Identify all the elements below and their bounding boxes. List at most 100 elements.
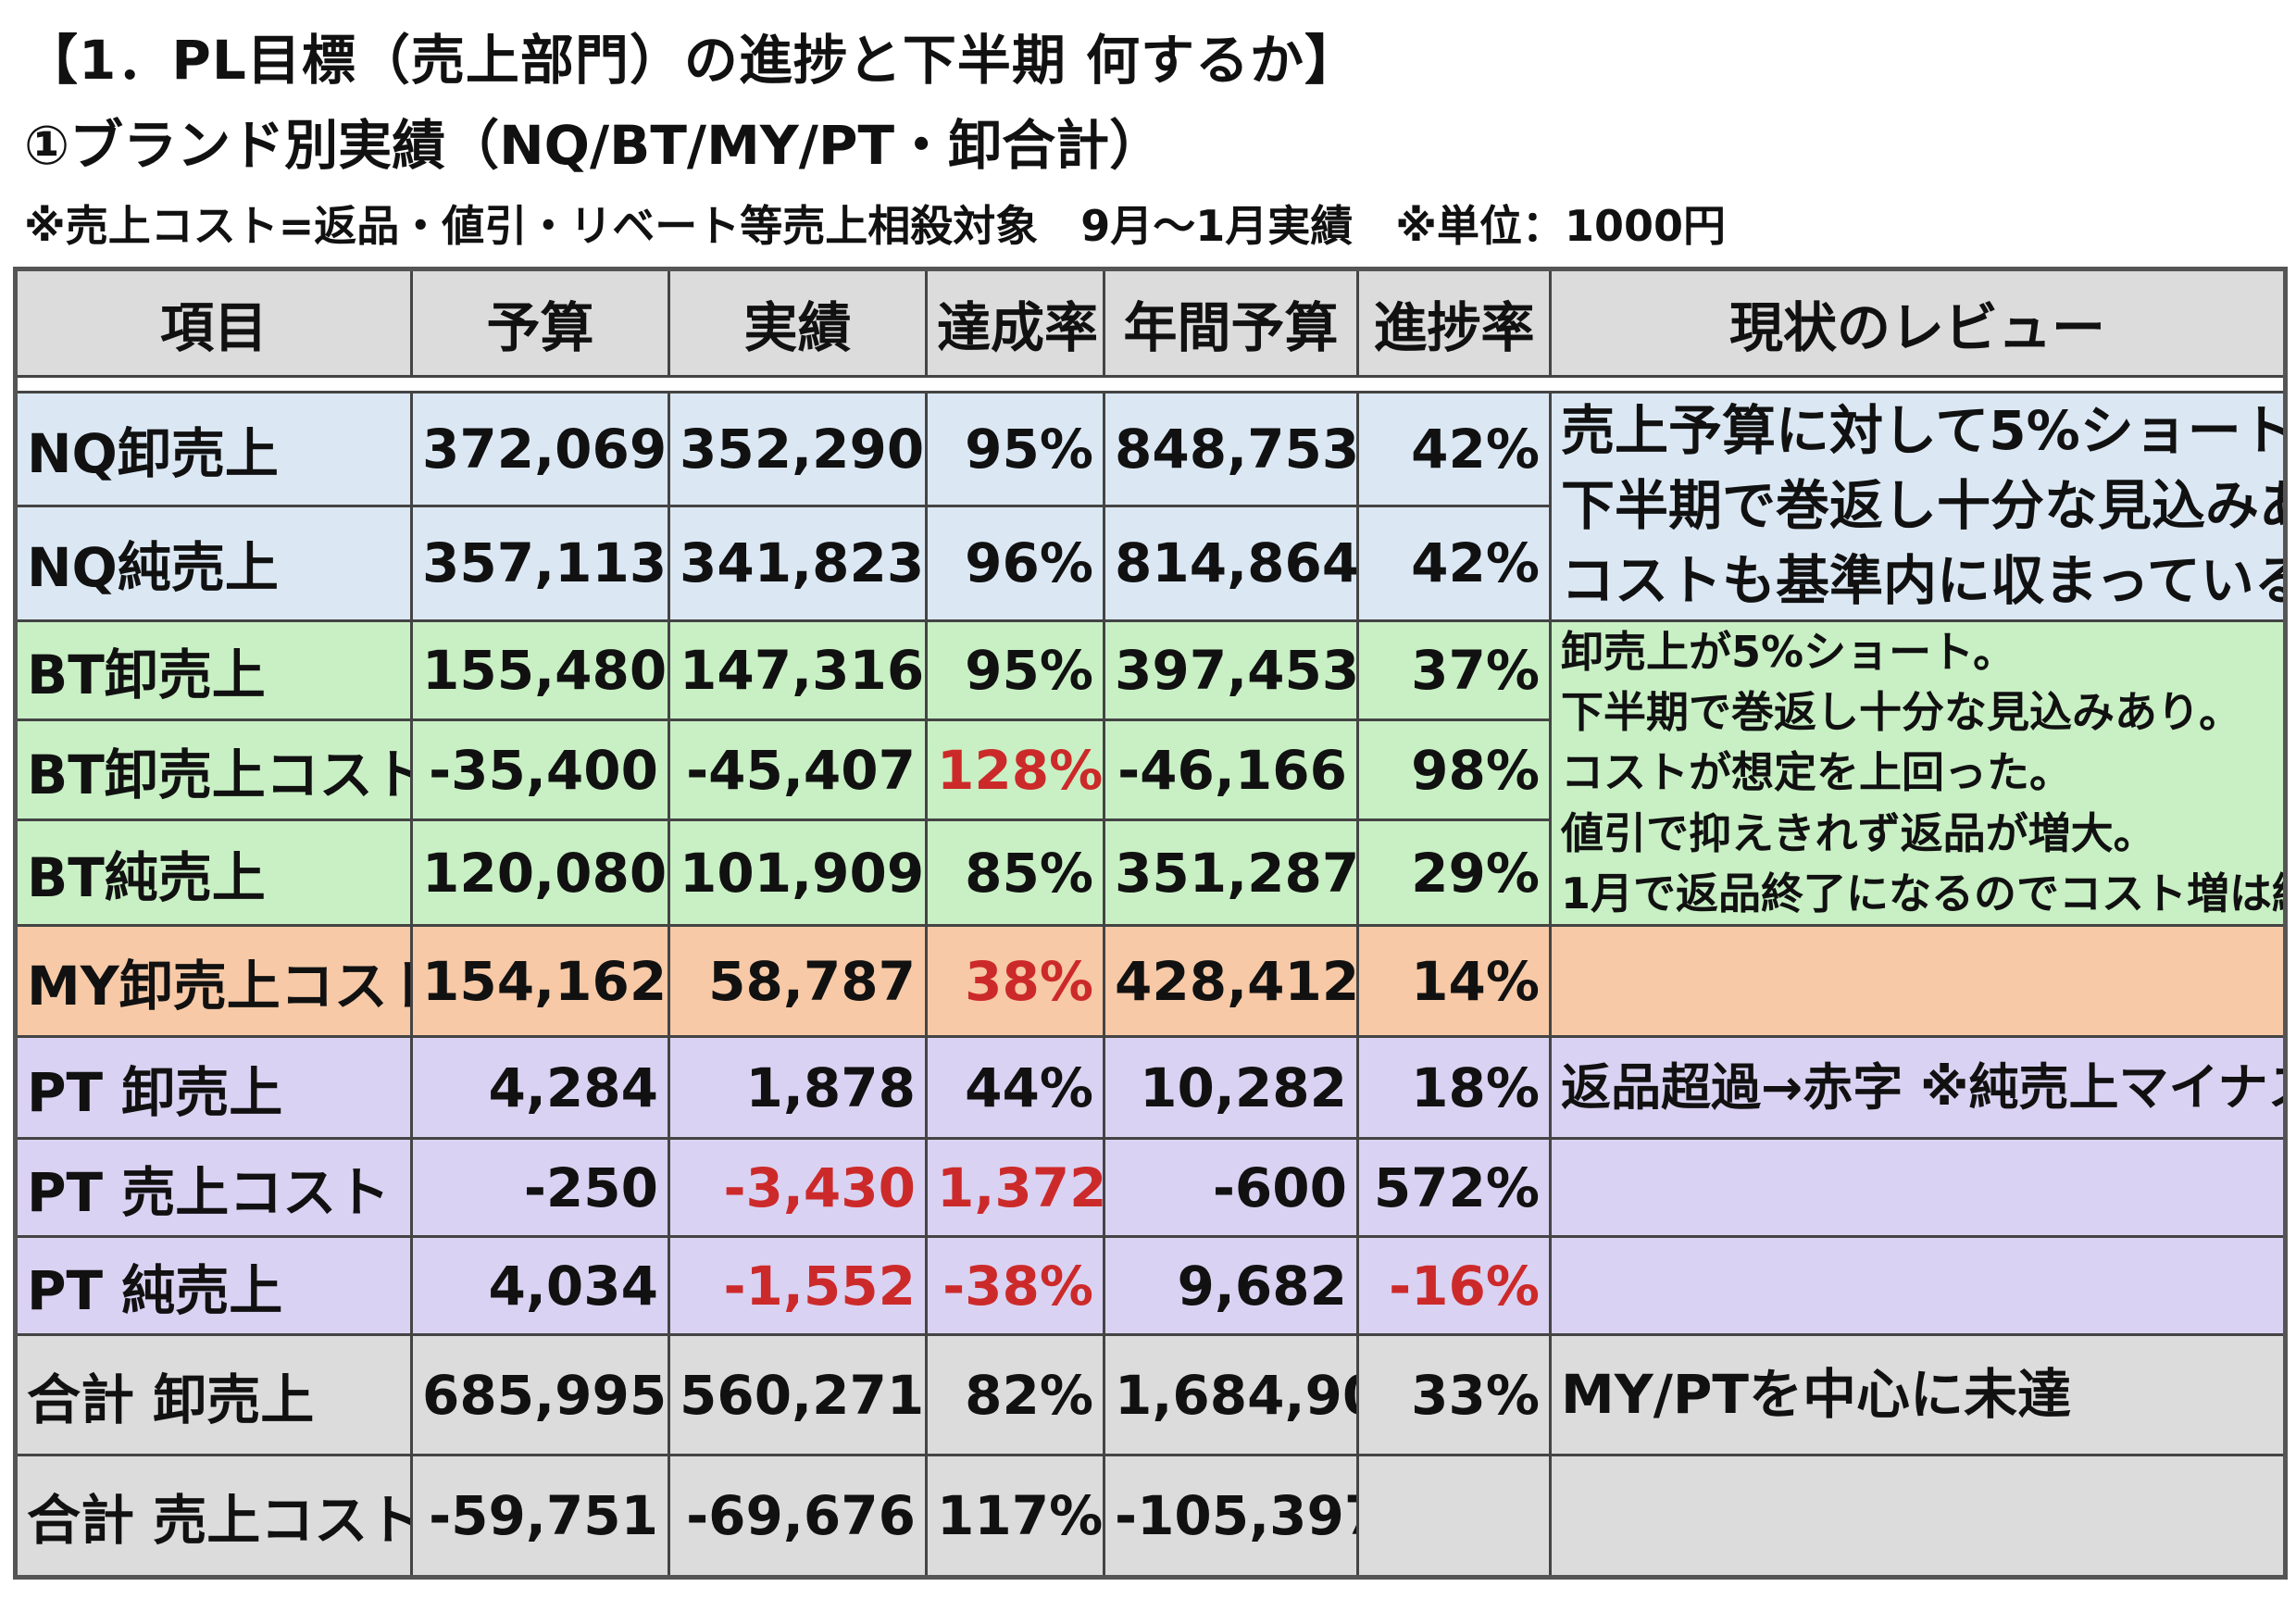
- row-annual-budget: -600: [1103, 1137, 1359, 1239]
- row-item: PT 売上コスト: [14, 1137, 413, 1239]
- header-gap: [15, 375, 2286, 394]
- row-achievement: 128%: [925, 718, 1105, 822]
- review-line: 売上予算に対して5%ショート。: [1561, 399, 2286, 462]
- row-item: BT純売上: [14, 818, 413, 928]
- col-header-budget: 予算: [410, 268, 670, 378]
- row-achievement: -38%: [925, 1235, 1105, 1337]
- row-item: BT卸売上: [14, 618, 413, 722]
- col-header-review: 現状のレビュー: [1549, 268, 2287, 378]
- row-budget: 372,069: [410, 390, 670, 508]
- row-item: PT 純売上: [14, 1235, 413, 1337]
- review-line: 卸売上が5%ショート。: [1561, 626, 2016, 677]
- row-budget: 154,162: [410, 924, 670, 1039]
- row-annual-budget: -46,166: [1103, 718, 1359, 822]
- row-budget: -35,400: [410, 718, 670, 822]
- row-progress: -16%: [1356, 1235, 1552, 1337]
- review-empty: [1549, 1454, 2287, 1580]
- row-actual: -3,430: [668, 1137, 928, 1239]
- unit-note: ※売上コスト=返品・値引・リベート等売上相殺対象 9月～1月実績 ※単位：100…: [24, 201, 1727, 251]
- row-annual-budget: 9,682: [1103, 1235, 1359, 1337]
- table-row: NQ卸売上 372,069 352,290 95% 848,753 42% 売上…: [14, 390, 2287, 622]
- row-achievement: 44%: [925, 1035, 1105, 1141]
- review-line: コストも基準内に収まっている。: [1561, 549, 2286, 613]
- table-row: 合計 売上コスト -59,751 -69,676 117% -105,397: [14, 1454, 2287, 1580]
- row-progress: [1356, 1454, 1552, 1580]
- row-item: PT 卸売上: [14, 1035, 413, 1141]
- review-line: 下半期で巻返し十分な見込みあり。: [1561, 474, 2283, 538]
- table-row: BT卸売上コスト -35,400 -45,407 128% -46,166 98…: [14, 718, 2286, 822]
- review-line: 1月で返品終了になるのでコスト増は縮: [1561, 868, 2286, 918]
- row-annual-budget: 814,864: [1103, 505, 1359, 622]
- col-header-annual-budget: 年間予算: [1103, 268, 1359, 378]
- row-actual: -69,676: [668, 1454, 928, 1580]
- col-header-actual: 実績: [668, 268, 928, 378]
- table-row: BT純売上 120,080 101,909 85% 351,287 29%: [14, 818, 2286, 928]
- table-row: PT 純売上 4,034 -1,552 -38% 9,682 -16%: [14, 1235, 2287, 1337]
- row-achievement: 96%: [925, 505, 1105, 622]
- page-title: 【1．PL目標（売上部門）の進捗と下半期 何するか】: [24, 29, 1360, 92]
- row-budget: 4,034: [410, 1235, 670, 1337]
- row-achievement: 82%: [925, 1333, 1105, 1457]
- row-actual: 58,787: [668, 924, 928, 1039]
- row-annual-budget: 397,453: [1103, 618, 1359, 722]
- table-header-row: 項目 予算 実績 達成率 年間予算 進捗率 現状のレビュー: [14, 268, 2287, 378]
- row-achievement: 85%: [925, 818, 1105, 928]
- review-empty: [1549, 1235, 2287, 1337]
- row-actual: 352,290: [668, 390, 928, 508]
- row-budget: -59,751: [410, 1454, 670, 1580]
- row-achievement: 95%: [925, 390, 1105, 508]
- row-progress: 18%: [1356, 1035, 1552, 1141]
- row-achievement: 117%: [925, 1454, 1105, 1580]
- row-item: NQ純売上: [14, 505, 413, 622]
- table-row: MY卸売上コスト 154,162 58,787 38% 428,412 14%: [14, 924, 2287, 1039]
- row-item: 合計 売上コスト: [14, 1454, 413, 1580]
- row-progress: 33%: [1356, 1333, 1552, 1457]
- review-empty: [1549, 1137, 2287, 1239]
- table-row: BT卸売上 155,480 147,316 95% 397,453 37% 卸売…: [14, 618, 2287, 928]
- row-item: NQ卸売上: [14, 390, 413, 508]
- row-item: BT卸売上コスト: [14, 718, 413, 822]
- row-annual-budget: 1,684,900: [1103, 1333, 1359, 1457]
- section-subtitle: ①ブランド別実績（NQ/BT/MY/PT・卸合計）: [24, 114, 1164, 177]
- review-line: 下半期で巻返し十分な見込みあり。: [1561, 686, 2242, 737]
- row-progress: 29%: [1356, 818, 1552, 928]
- col-header-achievement: 達成率: [925, 268, 1105, 378]
- review-bt: 卸売上が5%ショート。 下半期で巻返し十分な見込みあり。 コストが想定を上回った…: [1549, 618, 2287, 928]
- row-budget: 155,480: [410, 618, 670, 722]
- table-row: NQ純売上 357,113 341,823 96% 814,864 42%: [14, 505, 2286, 622]
- row-budget: 4,284: [410, 1035, 670, 1141]
- row-achievement: 95%: [925, 618, 1105, 722]
- row-annual-budget: 848,753: [1103, 390, 1359, 508]
- row-actual: 101,909: [668, 818, 928, 928]
- row-annual-budget: 351,287: [1103, 818, 1359, 928]
- col-header-progress: 進捗率: [1356, 268, 1552, 378]
- row-achievement: 38%: [925, 924, 1105, 1039]
- row-budget: 685,995: [410, 1333, 670, 1457]
- row-actual: 341,823: [668, 505, 928, 622]
- review-nq: 売上予算に対して5%ショート。 下半期で巻返し十分な見込みあり。 コストも基準内…: [1549, 391, 2287, 622]
- row-actual: -1,552: [668, 1235, 928, 1337]
- row-actual: 560,271: [668, 1333, 928, 1457]
- review-pt: 返品超過→赤字 ※純売上マイナス: [1549, 1035, 2287, 1141]
- row-annual-budget: -105,397: [1103, 1454, 1359, 1580]
- row-actual: 147,316: [668, 618, 928, 722]
- row-actual: 1,878: [668, 1035, 928, 1141]
- review-total: MY/PTを中心に未達: [1549, 1333, 2287, 1457]
- row-item: MY卸売上コスト: [14, 924, 413, 1039]
- row-progress: 572%: [1356, 1137, 1552, 1239]
- row-budget: -250: [410, 1137, 670, 1239]
- row-progress: 42%: [1356, 390, 1552, 508]
- review-line: コストが想定を上回った。: [1561, 747, 2072, 798]
- row-actual: -45,407: [668, 718, 928, 822]
- row-annual-budget: 10,282: [1103, 1035, 1359, 1141]
- pl-table: 項目 予算 実績 達成率 年間予算 進捗率 現状のレビュー NQ卸売上 372,…: [13, 267, 2288, 1580]
- row-annual-budget: 428,412: [1103, 924, 1359, 1039]
- row-achievement: 1,372%: [925, 1137, 1105, 1239]
- row-item: 合計 卸売上: [14, 1333, 413, 1457]
- row-progress: 14%: [1356, 924, 1552, 1039]
- row-progress: 98%: [1356, 718, 1552, 822]
- row-progress: 42%: [1356, 505, 1552, 622]
- table-row: PT 卸売上 4,284 1,878 44% 10,282 18% 返品超過→赤…: [14, 1035, 2287, 1141]
- review-my: [1549, 924, 2287, 1039]
- review-line: 値引で抑えきれず返品が増大。: [1561, 807, 2156, 858]
